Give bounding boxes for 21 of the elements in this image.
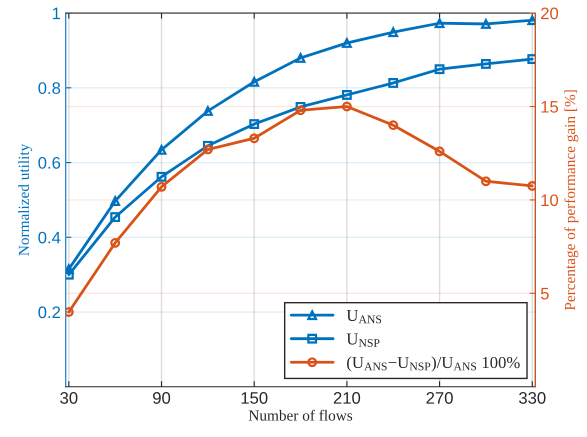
legend-label: (U$_{ANS}$−U$_{NSP}$)/U$_{ANS}$ 100%	[347, 356, 520, 372]
x-tick-label: 30	[60, 392, 78, 404]
y2-tick-label: 20	[541, 8, 558, 20]
y-tick-label: 0.6	[38, 156, 60, 169]
legend-label: U$_{NSP}$	[346, 334, 380, 347]
y-tick-label: 0.8	[38, 82, 60, 94]
y-tick-label: 0.4	[38, 232, 60, 244]
x-tick-label: 150	[242, 392, 268, 404]
y2-axis-title: Percentage of performance gain [%]	[564, 90, 578, 310]
y-axis-title: Normalized utility	[18, 144, 32, 256]
y2-tick-label: 5	[540, 288, 549, 300]
x-tick-label: 270	[426, 392, 453, 404]
y-tick-label: 1	[52, 8, 60, 20]
x-tick-label: 330	[518, 392, 546, 404]
legend-label: U$_{ANS}$	[346, 310, 382, 324]
y-tick-label: 0.2	[38, 306, 60, 318]
x-tick-label: 90	[153, 392, 170, 404]
x-axis-title: Number of flows	[248, 410, 352, 421]
y2-tick-label: 15	[541, 101, 558, 113]
y2-tick-label: 10	[541, 194, 558, 206]
x-tick-label: 210	[334, 392, 360, 404]
